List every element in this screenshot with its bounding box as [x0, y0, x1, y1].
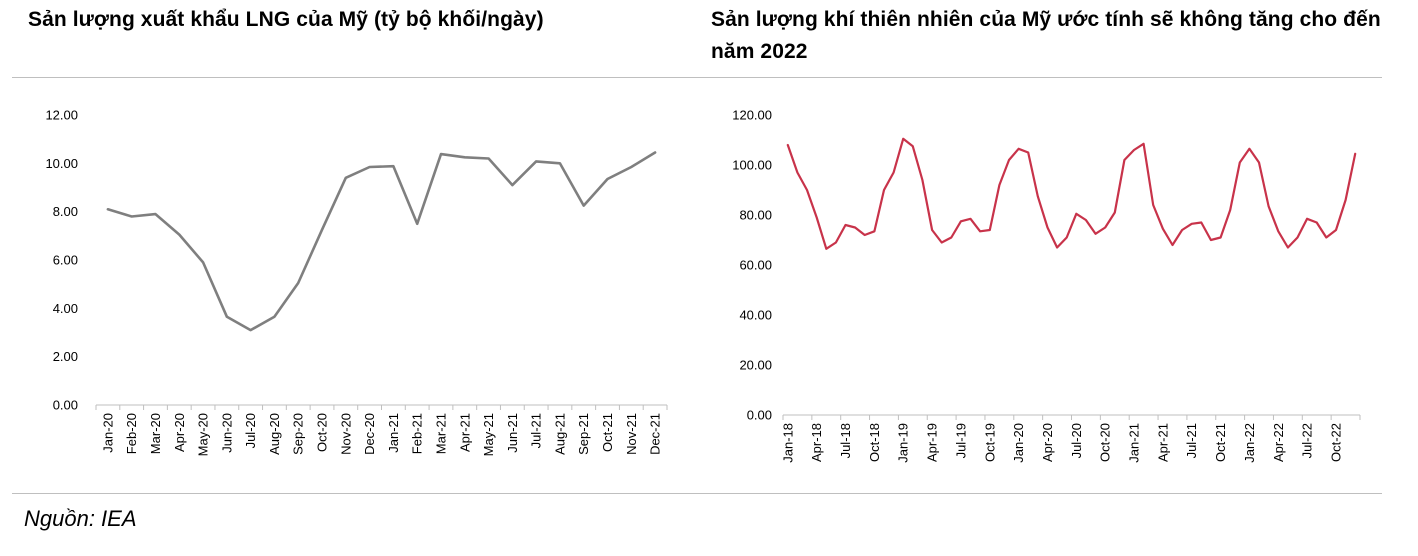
bottom-divider: [12, 493, 1382, 494]
lng-export-y-tick-label: 2.00: [53, 349, 78, 364]
gas-production-x-tick-label: Jan-20: [1011, 423, 1026, 463]
right-chart-title: Sản lượng khí thiên nhiên của Mỹ ước tín…: [711, 8, 1381, 63]
lng-export-x-tick-label: Sep-20: [291, 413, 306, 455]
gas-production-x-tick-label: Apr-22: [1271, 423, 1286, 462]
gas-production-y-tick-label: 100.00: [732, 158, 772, 173]
lng-export-series-line: [106, 151, 657, 332]
lng-export-x-tick-label: Nov-21: [624, 413, 639, 455]
gas-production-x-tick-label: Oct-19: [982, 423, 997, 462]
gas-production-x-tick-label: Jul-19: [953, 423, 968, 458]
gas-production-series-line: [786, 137, 1357, 250]
lng-export-x-tick-label: Jun-20: [219, 413, 234, 453]
lng-export-x-tick-label: Apr-20: [172, 413, 187, 452]
lng-export-chart: 0.00 2.00 4.00 6.00 8.00 10.00 12.00 Jan-20 Feb-…: [45, 108, 668, 456]
gas-production-x-tick-label: Jul-21: [1184, 423, 1199, 458]
gas-production-x-tick-label: Apr-20: [1040, 423, 1055, 462]
gas-production-x-tick-label: Jul-20: [1069, 423, 1084, 458]
gas-production-x-tick-label: Jan-22: [1242, 423, 1257, 463]
lng-export-x-tick-label: Jan-21: [386, 413, 401, 453]
lng-export-x-tick-label: Apr-21: [457, 413, 472, 452]
lng-export-y-tick-label: 4.00: [53, 301, 78, 316]
lng-export-y-tick-label: 8.00: [53, 204, 78, 219]
lng-export-x-tick-label: Jun-21: [505, 413, 520, 453]
left-chart-title: Sản lượng xuất khẩu LNG của Mỹ (tỷ bộ kh…: [28, 8, 544, 31]
lng-export-x-tick-label: Jan-20: [100, 413, 115, 453]
gas-production-x-tick-label: Apr-18: [809, 423, 824, 462]
lng-export-x-tick-label: Aug-21: [552, 413, 567, 455]
gas-production-x-tick-label: Jan-21: [1127, 423, 1142, 463]
lng-export-x-tick-label: Dec-21: [648, 413, 663, 455]
lng-export-x-tick-label: Feb-20: [124, 413, 139, 454]
gas-production-x-tick-label: Apr-21: [1155, 423, 1170, 462]
lng-export-y-tick-label: 0.00: [53, 398, 78, 413]
gas-production-x-tick-label: Oct-22: [1328, 423, 1343, 462]
lng-export-x-tick-label: Oct-20: [315, 413, 330, 452]
lng-export-y-tick-label: 6.00: [53, 253, 78, 268]
lng-export-x-tick-label: Jul-21: [529, 413, 544, 448]
gas-production-y-tick-label: 40.00: [739, 308, 772, 323]
gas-production-x-tick-label: Apr-19: [925, 423, 940, 462]
lng-export-x-tick-label: Dec-20: [362, 413, 377, 455]
gas-production-y-tick-label: 120.00: [732, 108, 772, 123]
lng-export-x-tick-label: May-21: [481, 413, 496, 456]
lng-export-y-tick-label: 10.00: [45, 156, 78, 171]
gas-production-x-tick-label: Jan-18: [780, 423, 795, 463]
gas-production-x-tick-label: Oct-20: [1098, 423, 1113, 462]
lng-export-x-tick-label: Aug-20: [267, 413, 282, 455]
source-note: Nguồn: IEA: [24, 506, 137, 531]
lng-export-x-tick-label: Nov-20: [338, 413, 353, 455]
gas-production-y-tick-label: 20.00: [739, 358, 772, 373]
gas-production-x-tick-label: Oct-18: [867, 423, 882, 462]
gas-production-y-tick-label: 80.00: [739, 208, 772, 223]
natural-gas-production-chart: 0.00 20.00 40.00 60.00 80.00 100.00 120.00 Jan-…: [732, 108, 1361, 463]
lng-export-x-tick-label: Jul-20: [243, 413, 258, 448]
lng-export-x-tick-label: Mar-20: [148, 413, 163, 454]
lng-export-x-tick-label: Feb-21: [410, 413, 425, 454]
gas-production-x-tick-label: Jan-19: [896, 423, 911, 463]
gas-production-x-tick-label: Jul-18: [838, 423, 853, 458]
lng-export-y-tick-label: 12.00: [45, 108, 78, 123]
lng-export-x-tick-label: May-20: [196, 413, 211, 456]
gas-production-x-tick-label: Oct-21: [1213, 423, 1228, 462]
lng-export-x-tick-label: Mar-21: [433, 413, 448, 454]
lng-export-x-tick-label: Oct-21: [600, 413, 615, 452]
gas-production-y-tick-label: 60.00: [739, 258, 772, 273]
gas-production-y-tick-label: 0.00: [747, 408, 772, 423]
lng-export-x-tick-label: Sep-21: [576, 413, 591, 455]
gas-production-x-tick-label: Jul-22: [1300, 423, 1315, 458]
top-divider: [12, 77, 1382, 78]
